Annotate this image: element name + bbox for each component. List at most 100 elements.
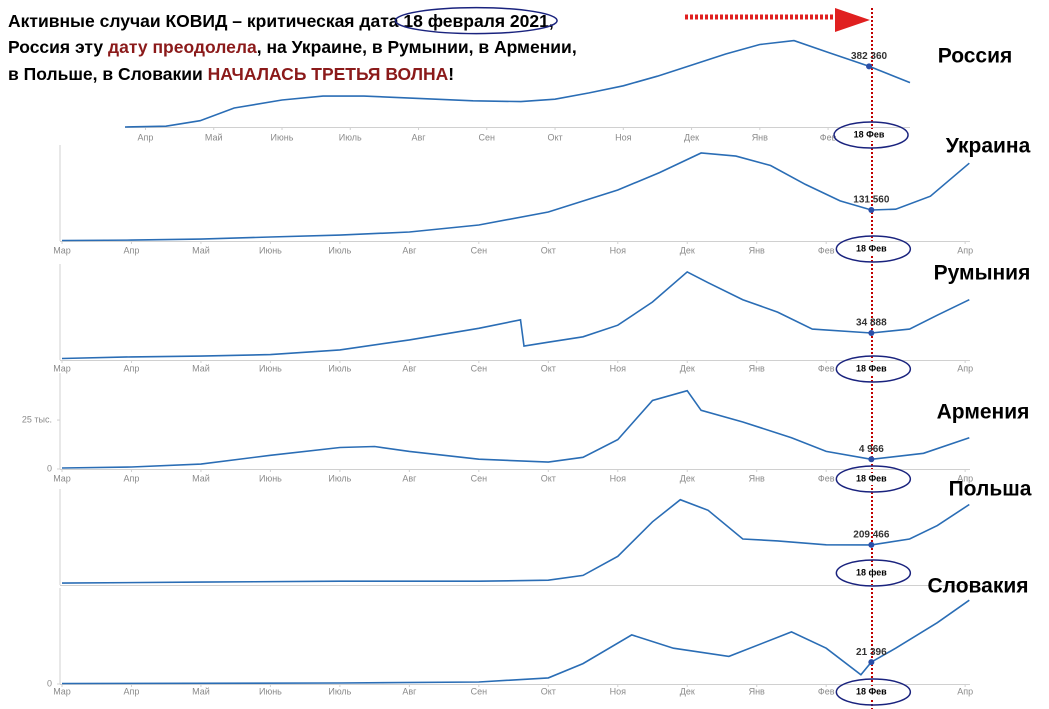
x-tick-label: Янв [752,132,768,142]
x-tick-label: Июль [339,132,362,142]
x-tick-label: Фев [818,363,835,373]
x-tick-label: Янв [749,363,765,373]
title-part: дату преодолела [108,37,257,57]
x-tick-label: Ноя [615,132,632,142]
x-tick-label: Сен [471,245,488,255]
x-tick-label: Май [192,686,210,696]
x-tick-label: Авг [402,363,417,373]
date-label-bg [843,473,900,485]
country-name: Румыния [934,262,1031,285]
marker-date: 18 фев [856,567,887,577]
date-oval [835,235,912,263]
x-tick-label: Фев [820,132,837,142]
x-tick-label: Сен [471,473,488,483]
date-oval [833,121,909,149]
title-part: ! [448,64,454,84]
x-tick-label: Июль [328,245,351,255]
x-tick-label: Июнь [259,473,282,483]
country-name: Украина [946,135,1031,158]
x-tick-label: Апр [957,363,973,373]
x-tick-label: Мар [53,473,71,483]
x-tick-label: Авг [411,132,426,142]
x-tick-label: Июль [328,363,351,373]
title-line: Активные случаи КОВИД – критическая дата… [8,11,554,31]
marker-point [868,541,875,548]
x-tick-label: Окт [541,245,556,255]
arrow-head [835,8,870,32]
title-part: Активные случаи КОВИД – критическая дата [8,11,403,31]
marker-point [868,330,875,337]
title-part: в Польше, в Словакии [8,64,208,84]
title-part: 18 февраля 2021 [403,11,549,31]
series-line [61,389,970,469]
date-oval [835,678,912,706]
x-tick-label: Апр [124,245,140,255]
x-tick-label: Окт [541,363,556,373]
x-tick-label: Май [205,132,223,142]
marker-label: 4 966 [859,444,884,455]
x-tick-label: Окт [547,132,562,142]
series-line [61,599,970,685]
x-tick-label: Мар [53,245,71,255]
x-tick-label: Сен [471,363,488,373]
series-line [61,498,970,584]
y-tick-label: 0 [47,678,52,688]
date-label-bg [843,243,900,255]
x-tick-label: Апр [124,473,140,483]
date-label-bg [843,567,900,579]
date-oval [394,6,558,35]
marker-date: 18 Фев [856,243,887,253]
x-tick-label: Июль [328,686,351,696]
marker-date: 18 Фев [856,363,887,373]
x-tick-label: Мар [53,686,71,696]
title-part: , на Украине, в Румынии, в Армении, [257,37,577,57]
country-name: Армения [937,401,1030,424]
marker-label: 131 560 [853,195,890,206]
date-oval [835,465,912,493]
marker-label: 382 360 [851,51,888,62]
x-tick-label: Фев [818,686,835,696]
x-tick-label: Апр [124,363,140,373]
x-tick-label: Дек [680,686,695,696]
marker-date: 18 Фев [854,129,885,139]
x-tick-label: Апр [957,473,973,483]
x-tick-label: Сен [479,132,496,142]
country-name: Россия [938,45,1013,68]
x-tick-label: Фев [818,473,835,483]
date-oval [835,559,912,587]
marker-point [868,659,875,666]
x-tick-label: Июнь [271,132,294,142]
x-tick-label: Авг [402,473,417,483]
x-tick-label: Янв [749,245,765,255]
series-line [61,270,970,360]
marker-label: 34 888 [856,318,887,329]
title-line: в Польше, в Словакии НАЧАЛАСЬ ТРЕТЬЯ ВОЛ… [8,64,454,84]
title-line: Россия эту дату преодолела, на Украине, … [8,37,577,57]
date-label-bg [841,129,898,141]
title-part: Россия эту [8,37,108,57]
marker-date: 18 Фев [856,686,887,696]
y-tick-label: 25 тыс. [22,414,52,424]
x-tick-label: Дек [680,473,695,483]
x-tick-label: Дек [680,363,695,373]
x-tick-label: Сен [471,686,488,696]
marker-point [868,206,875,213]
x-tick-label: Апр [124,686,140,696]
country-name: Словакия [927,575,1028,598]
x-tick-label: Апр [957,686,973,696]
x-tick-label: Дек [680,245,695,255]
x-tick-label: Авг [402,245,417,255]
x-tick-label: Май [192,245,210,255]
date-label-bg [843,686,900,698]
marker-label: 209 466 [853,529,890,540]
y-tick-label: 0 [47,463,52,473]
x-tick-label: Ноя [610,686,627,696]
x-tick-label: Май [192,363,210,373]
marker-point [866,63,873,70]
date-oval [835,355,912,383]
x-tick-label: Июнь [259,363,282,373]
series-line [124,39,911,128]
title-part: , [549,11,554,31]
